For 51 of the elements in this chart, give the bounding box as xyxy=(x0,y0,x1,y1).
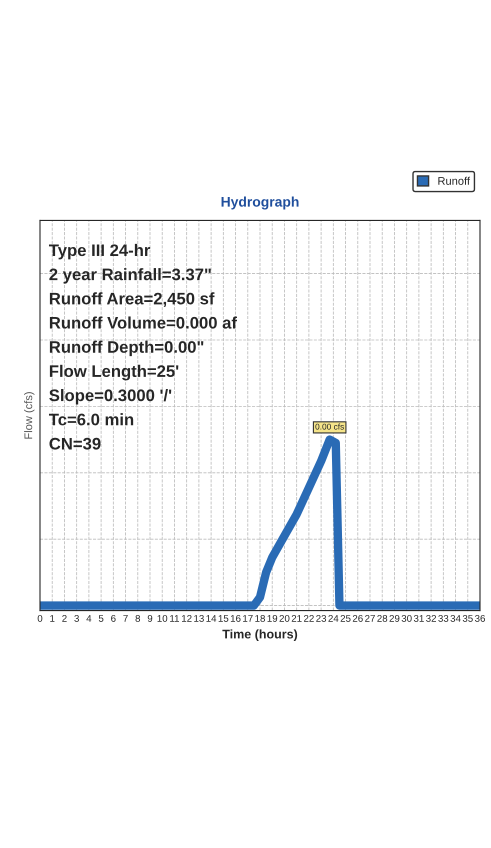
x-tick-label: 18 xyxy=(255,614,265,622)
x-tick-label: 27 xyxy=(365,614,375,622)
x-tick-label: 19 xyxy=(268,614,278,622)
x-tick-label: 36 xyxy=(474,614,485,622)
x-tick-label: 2 xyxy=(62,614,67,622)
y-axis-title: Flow (cfs) xyxy=(24,392,34,439)
x-tick-label: 14 xyxy=(206,615,216,622)
legend-label: Runoff xyxy=(438,176,470,185)
text: Flow Length=25' xyxy=(50,364,178,380)
x-tick-label: 5 xyxy=(98,615,104,622)
annotation: 0.00 cfs xyxy=(315,423,344,430)
chart-title: Hydrograph xyxy=(222,196,298,210)
x-tick-label: 35 xyxy=(462,614,473,622)
x-tick-label: 10 xyxy=(158,614,168,622)
x-tick-label: 26 xyxy=(352,614,363,622)
x-tick-label: 24 xyxy=(328,614,338,622)
x-tick-label: 20 xyxy=(280,614,290,622)
x-tick-label: 17 xyxy=(243,615,253,622)
x-tick-label: 28 xyxy=(377,614,388,622)
x-tick-label: 4 xyxy=(86,615,92,622)
text: Type III 24-hr xyxy=(48,244,150,260)
x-tick-label: 25 xyxy=(340,614,351,622)
x-tick-label: 9 xyxy=(148,614,152,622)
x-tick-label: 13 xyxy=(194,614,204,622)
x-tick-label: 8 xyxy=(135,614,140,622)
x-tick-label: 32 xyxy=(426,614,436,622)
x-tick-label: 7 xyxy=(123,615,128,622)
x-tick-label: 29 xyxy=(390,614,400,622)
text: Runoff Depth=0.00" xyxy=(50,340,204,356)
x-tick-label: 1 xyxy=(50,615,54,622)
x-tick-label: 6 xyxy=(111,614,116,622)
x-axis-title: Time (hours) xyxy=(222,629,298,641)
x-tick-label: 11 xyxy=(170,615,180,622)
x-tick-label: 16 xyxy=(230,614,241,622)
x-tick-label: 15 xyxy=(218,615,228,622)
text: Slope=0.3000 '/' xyxy=(49,388,172,405)
x-tick-label: 0 xyxy=(38,614,42,622)
text: Tc=6.0 min xyxy=(48,413,134,426)
x-tick-label: 31 xyxy=(414,614,424,622)
x-tick-label: 12 xyxy=(182,614,192,622)
x-tick-label: 22 xyxy=(304,614,314,622)
text: Runoff Area=2,450 sf xyxy=(50,292,214,307)
x-tick-label: 33 xyxy=(438,614,448,622)
x-tick-label: 30 xyxy=(402,614,412,622)
annotation: CN=39 xyxy=(49,438,101,450)
x-tick-label: 3 xyxy=(74,614,79,622)
x-tick-label: 23 xyxy=(316,614,326,622)
x-tick-label: 21 xyxy=(292,614,302,622)
text: Runoff Volume=0.000 af xyxy=(50,316,237,329)
x-tick-label: 34 xyxy=(450,614,461,622)
text: 2 year Rainfall=3.37" xyxy=(49,268,211,284)
